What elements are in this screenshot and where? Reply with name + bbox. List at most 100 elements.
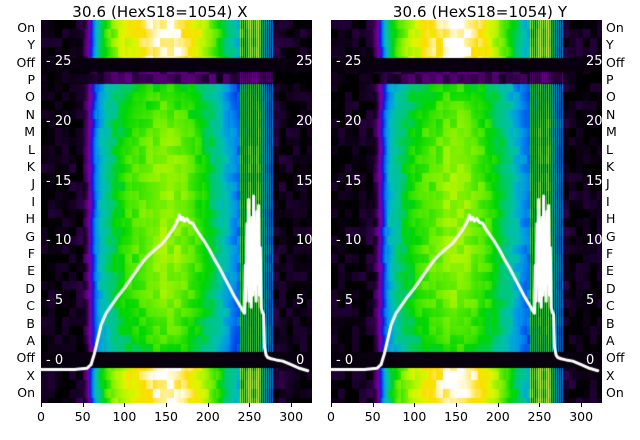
category-label: E: [27, 263, 35, 279]
x-tick-mark: [497, 403, 499, 407]
category-label: P: [606, 71, 614, 87]
category-label: A: [606, 333, 615, 349]
category-label: K: [26, 158, 35, 174]
x-tick-label: 200: [195, 409, 220, 424]
x-tick-label: 100: [402, 409, 427, 424]
y-tick-label: - 20: [46, 113, 72, 129]
y-tick-label: - 25: [336, 53, 362, 69]
x-tick-label: 50: [364, 409, 381, 424]
category-label: On: [606, 385, 624, 401]
y-tick-label: 10: [586, 233, 603, 249]
y-tick-label: 25: [296, 53, 313, 69]
x-tick-mark: [166, 403, 168, 407]
y-tick-label: 0: [296, 353, 305, 369]
category-label: B: [606, 315, 615, 331]
category-label: E: [606, 263, 614, 279]
y-tick-label: - 0: [46, 353, 64, 369]
x-tick-label: 150: [444, 409, 468, 424]
x-axis-left: 0 50 100 150 200 250 300: [37, 403, 312, 437]
heatmap-right-canvas: [331, 20, 602, 403]
category-label: On: [606, 19, 624, 35]
x-tick-label: 250: [237, 409, 262, 424]
y-tick-label: 15: [586, 173, 603, 189]
x-tick-label: 0: [37, 409, 45, 424]
panel-right: 30.6 (HexS18=1054) Y: [320, 0, 640, 440]
x-tick-label: 200: [485, 409, 510, 424]
y-tick-label: - 10: [46, 233, 72, 249]
category-label: Y: [606, 37, 614, 53]
category-label: D: [25, 280, 35, 296]
category-label: Off: [606, 350, 625, 366]
category-label: On: [17, 19, 35, 35]
category-label: Off: [606, 54, 625, 70]
x-tick-label: 0: [327, 409, 335, 424]
category-axis-left: On Y Off P O N M L K J I H G F E D C B A Off X On: [0, 20, 38, 403]
category-label: H: [606, 211, 616, 227]
x-tick-mark: [331, 403, 332, 407]
x-tick-mark: [291, 403, 293, 407]
category-label: M: [24, 124, 35, 140]
category-label: Off: [16, 54, 35, 70]
category-label: G: [25, 228, 35, 244]
y-tick-label: - 15: [336, 173, 362, 189]
y-tick-label: 20: [586, 113, 603, 129]
category-label: G: [606, 228, 616, 244]
category-label: N: [606, 106, 616, 122]
category-label: F: [27, 246, 35, 262]
panel-right-title: 30.6 (HexS18=1054) Y: [392, 3, 568, 21]
category-label: N: [25, 106, 35, 122]
heatmap-left: [41, 20, 312, 403]
y-tick-label: 25: [586, 53, 603, 69]
category-label: B: [26, 315, 35, 331]
category-axis-right: On Y Off P O N M L K J I H G F E D C B A Off X On: [602, 20, 640, 403]
y-tick-label: 0: [586, 353, 595, 369]
y-tick-label: 5: [586, 293, 595, 309]
category-label: O: [606, 89, 616, 105]
y-tick-label: - 5: [336, 293, 354, 309]
y-tick-label: - 5: [46, 293, 64, 309]
y-tick-label: - 25: [46, 53, 72, 69]
y-tick-label: - 10: [336, 233, 362, 249]
category-label: Y: [27, 37, 35, 53]
y-tick-label: - 20: [336, 113, 362, 129]
y-tick-label: - 15: [46, 173, 72, 189]
category-label: X: [606, 367, 615, 383]
category-label: C: [26, 298, 35, 314]
x-tick-label: 150: [154, 409, 178, 424]
x-tick-mark: [41, 403, 42, 407]
x-tick-mark: [456, 403, 458, 407]
x-tick-mark: [82, 403, 84, 407]
category-label: L: [606, 141, 613, 157]
y-tick-label: 10: [296, 233, 313, 249]
category-label: C: [606, 298, 615, 314]
x-tick-mark: [539, 403, 541, 407]
category-label: I: [606, 193, 610, 209]
category-label: X: [26, 367, 35, 383]
panel-left-title: 30.6 (HexS18=1054) X: [72, 3, 248, 21]
x-tick-label: 50: [74, 409, 91, 424]
category-label: I: [31, 193, 35, 209]
category-label: On: [17, 385, 35, 401]
y-tick-label: - 0: [336, 353, 354, 369]
x-tick-label: 250: [527, 409, 552, 424]
category-label: F: [606, 246, 614, 262]
x-tick-mark: [124, 403, 126, 407]
x-tick-label: 300: [279, 409, 304, 424]
heatmap-right: [331, 20, 602, 403]
category-label: J: [606, 176, 610, 192]
x-axis-right: 0 50 100 150 200 250 300: [327, 403, 602, 437]
category-label: M: [606, 124, 617, 140]
panel-left: 30.6 (HexS18=1054) X: [41, 3, 312, 403]
x-tick-mark: [581, 403, 583, 407]
category-label: H: [25, 211, 35, 227]
x-tick-label: 300: [569, 409, 594, 424]
category-label: L: [28, 141, 35, 157]
heatmap-left-canvas: [41, 20, 312, 403]
y-tick-label: 15: [296, 173, 313, 189]
category-label: K: [606, 158, 615, 174]
x-tick-mark: [249, 403, 251, 407]
category-label: D: [606, 280, 616, 296]
x-tick-mark: [372, 403, 374, 407]
y-tick-label: 5: [296, 293, 305, 309]
